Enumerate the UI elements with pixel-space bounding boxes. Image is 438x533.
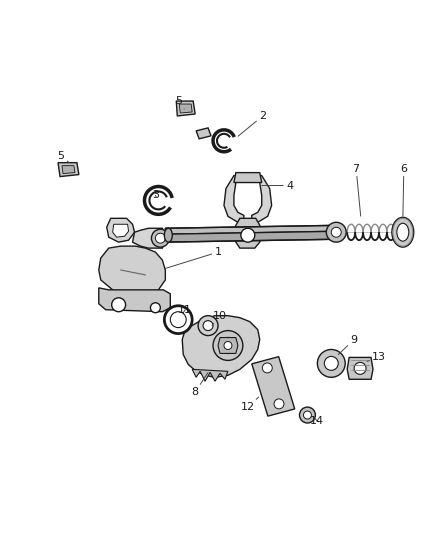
Polygon shape — [347, 358, 373, 379]
Ellipse shape — [198, 316, 218, 336]
Circle shape — [326, 222, 346, 242]
Text: 11: 11 — [178, 305, 192, 314]
Polygon shape — [218, 337, 238, 353]
Ellipse shape — [203, 321, 213, 330]
Polygon shape — [179, 104, 192, 113]
Circle shape — [331, 227, 341, 237]
Circle shape — [150, 303, 160, 313]
Circle shape — [354, 362, 366, 374]
Text: 4: 4 — [262, 181, 293, 190]
Circle shape — [213, 330, 243, 360]
Text: 8: 8 — [191, 373, 208, 397]
Polygon shape — [107, 219, 134, 242]
Circle shape — [304, 411, 311, 419]
Text: 5: 5 — [175, 96, 184, 109]
Text: 14: 14 — [310, 416, 325, 426]
Circle shape — [164, 306, 192, 334]
Polygon shape — [133, 228, 165, 248]
Circle shape — [155, 233, 165, 243]
Polygon shape — [182, 316, 260, 377]
Polygon shape — [165, 225, 341, 234]
Text: 5: 5 — [57, 151, 69, 163]
Text: 13: 13 — [367, 352, 386, 362]
Circle shape — [224, 342, 232, 350]
Polygon shape — [192, 369, 228, 381]
Text: 2: 2 — [238, 111, 266, 136]
Ellipse shape — [397, 223, 409, 241]
Circle shape — [300, 407, 315, 423]
Circle shape — [274, 399, 284, 409]
Text: 7: 7 — [353, 164, 361, 216]
Polygon shape — [165, 231, 341, 242]
Polygon shape — [234, 219, 262, 248]
Circle shape — [152, 229, 170, 247]
Polygon shape — [99, 288, 170, 312]
Text: 6: 6 — [400, 164, 407, 216]
Polygon shape — [99, 246, 165, 296]
Polygon shape — [234, 173, 262, 182]
Polygon shape — [113, 224, 129, 237]
Polygon shape — [62, 166, 75, 174]
Text: 12: 12 — [241, 397, 259, 412]
Polygon shape — [252, 357, 295, 416]
Polygon shape — [176, 101, 195, 116]
Text: 9: 9 — [338, 335, 358, 354]
Text: 3: 3 — [152, 190, 159, 200]
Circle shape — [324, 357, 338, 370]
Text: 1: 1 — [164, 247, 222, 269]
Ellipse shape — [392, 217, 414, 247]
Text: 10: 10 — [212, 311, 227, 326]
Polygon shape — [196, 128, 211, 139]
Circle shape — [318, 350, 345, 377]
Polygon shape — [252, 175, 272, 222]
Circle shape — [170, 312, 186, 328]
Circle shape — [262, 363, 272, 373]
Circle shape — [241, 228, 255, 242]
Polygon shape — [58, 163, 79, 176]
Polygon shape — [224, 175, 244, 222]
Circle shape — [112, 298, 126, 312]
Ellipse shape — [164, 228, 172, 242]
Circle shape — [220, 337, 236, 353]
